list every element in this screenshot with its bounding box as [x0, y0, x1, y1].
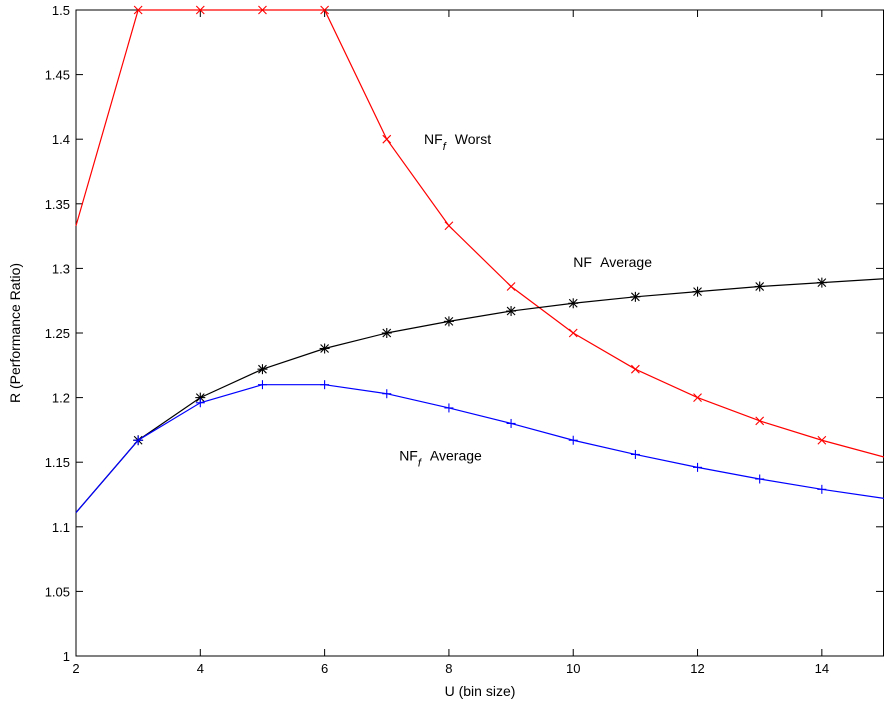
annotation-rest: Worst — [455, 131, 491, 147]
data-point — [630, 291, 641, 302]
data-point — [257, 380, 267, 390]
data-point — [443, 316, 454, 327]
series-line — [75, 9, 884, 458]
y-tick-label: 1.15 — [45, 455, 70, 470]
data-point — [319, 343, 330, 354]
series-layer — [75, 5, 884, 513]
y-tick-label: 1.35 — [45, 197, 70, 212]
annotation-rest: Average — [600, 254, 652, 270]
data-point — [568, 435, 578, 445]
data-point — [630, 364, 640, 374]
data-point — [444, 403, 454, 413]
data-point — [444, 221, 454, 231]
y-tick-label: 1.45 — [45, 68, 70, 83]
data-point — [381, 328, 392, 338]
y-tick-label: 1.25 — [45, 326, 70, 341]
annotation-main: NF — [573, 254, 591, 270]
data-point — [817, 435, 827, 445]
x-tick-label: 6 — [321, 661, 328, 676]
data-point — [195, 392, 206, 403]
x-axis: 2 4 6 8 10 12 14 — [72, 10, 829, 676]
data-point — [816, 277, 827, 288]
data-point — [320, 380, 330, 390]
data-point — [693, 393, 702, 402]
y-tick-label: 1.3 — [52, 261, 70, 276]
data-point — [257, 364, 268, 375]
x-tick-label: 12 — [690, 661, 704, 676]
data-point — [568, 298, 579, 309]
data-point — [382, 389, 392, 399]
series-nff-average — [75, 380, 884, 513]
series-nf-worst — [75, 5, 884, 458]
annotation-nf-average: NF Average — [573, 254, 652, 270]
data-point — [568, 328, 578, 338]
series-line — [75, 278, 884, 513]
y-axis-label: R (Performance Ratio) — [7, 263, 23, 403]
annotation-subscript: f — [418, 458, 422, 470]
y-tick-label: 1.4 — [52, 132, 70, 147]
y-tick-label: 1 — [63, 649, 70, 664]
plot-border — [75, 9, 884, 657]
data-point — [320, 5, 330, 15]
plot-frame — [75, 9, 884, 657]
data-point — [754, 281, 765, 292]
y-tick-label: 1.5 — [52, 3, 70, 18]
series-line — [75, 384, 884, 513]
data-point — [506, 306, 517, 317]
y-tick-label: 1.2 — [52, 391, 70, 406]
data-point — [506, 282, 516, 291]
x-tick-label: 14 — [815, 661, 829, 676]
data-point — [195, 5, 205, 15]
x-tick-label: 2 — [72, 661, 79, 676]
y-axis: 1 1.05 1.1 1.15 1.2 1.25 1.3 1.35 1.4 1.45 1.5 — [45, 3, 883, 664]
y-tick-label: 1.1 — [52, 520, 70, 535]
annotation-rest: Average — [430, 448, 482, 464]
data-point — [258, 5, 267, 15]
annotation-nff-average: NFf Average — [399, 448, 482, 470]
data-point — [195, 398, 205, 408]
data-point — [755, 474, 765, 484]
annotation-subscript: f — [443, 141, 447, 153]
x-axis-label: U (bin size) — [445, 683, 516, 699]
data-point — [817, 484, 827, 494]
data-point — [133, 435, 143, 445]
annotation-nff-worst: NFf Worst — [424, 131, 491, 153]
data-point — [692, 286, 703, 297]
x-tick-label: 8 — [445, 661, 452, 676]
x-tick-label: 10 — [566, 661, 580, 676]
x-tick-label: 4 — [197, 661, 204, 676]
data-point — [506, 418, 516, 428]
data-point — [630, 449, 640, 459]
data-point — [133, 5, 143, 15]
data-point — [693, 462, 703, 472]
data-point — [755, 416, 765, 426]
series-nf-average — [75, 277, 884, 513]
annotation-main: NF — [399, 448, 418, 464]
annotation-main: NF — [424, 131, 443, 147]
y-tick-label: 1.05 — [45, 584, 70, 599]
data-point — [382, 134, 392, 144]
